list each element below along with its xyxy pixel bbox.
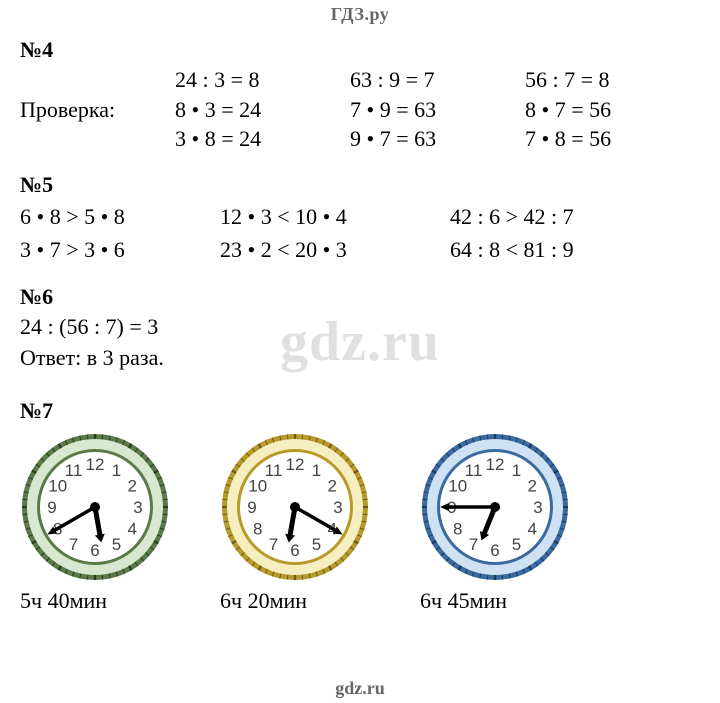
- sec5-row-0-a: 6 • 8 > 5 • 8: [20, 200, 220, 233]
- sec6-line1: 24 : (56 : 7) = 3: [20, 312, 700, 343]
- sec4-row-0-label: [20, 65, 175, 95]
- svg-text:9: 9: [47, 498, 56, 517]
- clock-0-label: 5ч 40мин: [20, 588, 107, 614]
- clock-0-svg: 123456789101112: [20, 432, 170, 582]
- sec5-row-1: 3 • 7 > 3 • 6 23 • 2 < 20 • 3 64 : 8 < 8…: [20, 233, 700, 266]
- sec4-row-1: Проверка: 8 • 3 = 24 7 • 9 = 63 8 • 7 = …: [20, 95, 700, 125]
- page: ГДЗ.ру №4 24 : 3 = 8 63 : 9 = 7 56 : 7 =…: [0, 0, 720, 703]
- clocks-container: 123456789101112 5ч 40мин 123456789101112…: [20, 432, 700, 614]
- svg-text:3: 3: [133, 498, 142, 517]
- clock-1-svg: 123456789101112: [220, 432, 370, 582]
- sec5-row-0-b: 12 • 3 < 10 • 4: [220, 200, 450, 233]
- clock-2: 123456789101112 6ч 45мин: [420, 432, 570, 614]
- sec5-row-0: 6 • 8 > 5 • 8 12 • 3 < 10 • 4 42 : 6 > 4…: [20, 200, 700, 233]
- svg-text:6: 6: [290, 541, 299, 560]
- sec4-row-0-c1: 24 : 3 = 8: [175, 65, 350, 95]
- svg-text:12: 12: [286, 455, 305, 474]
- section-6-title: №6: [20, 284, 700, 310]
- sec5-row-0-c: 42 : 6 > 42 : 7: [450, 200, 650, 233]
- clock-0: 123456789101112 5ч 40мин: [20, 432, 170, 614]
- svg-text:2: 2: [128, 476, 137, 495]
- svg-text:4: 4: [128, 519, 137, 538]
- svg-text:2: 2: [528, 476, 537, 495]
- sec4-row-1-c2: 7 • 9 = 63: [350, 95, 525, 125]
- sec4-row-2-c3: 7 • 8 = 56: [525, 124, 700, 154]
- svg-text:12: 12: [86, 455, 105, 474]
- svg-text:11: 11: [465, 460, 483, 479]
- svg-text:4: 4: [528, 519, 537, 538]
- sec4-row-0: 24 : 3 = 8 63 : 9 = 7 56 : 7 = 8: [20, 65, 700, 95]
- svg-text:6: 6: [490, 541, 499, 560]
- sec4-row-2-label: [20, 124, 175, 154]
- svg-text:1: 1: [112, 460, 121, 479]
- svg-text:7: 7: [69, 535, 78, 554]
- section-5-title: №5: [20, 172, 700, 198]
- svg-text:7: 7: [469, 535, 478, 554]
- svg-text:3: 3: [533, 498, 542, 517]
- svg-text:5: 5: [112, 535, 121, 554]
- sec5-row-1-c: 64 : 8 < 81 : 9: [450, 233, 650, 266]
- section-4-title: №4: [20, 37, 700, 63]
- svg-text:1: 1: [512, 460, 521, 479]
- site-footer-link: gdz.ru: [0, 678, 720, 699]
- sec4-row-0-c2: 63 : 9 = 7: [350, 65, 525, 95]
- svg-text:9: 9: [247, 498, 256, 517]
- sec4-row-1-label: Проверка:: [20, 95, 175, 125]
- svg-text:2: 2: [328, 476, 337, 495]
- svg-text:6: 6: [90, 541, 99, 560]
- svg-text:11: 11: [265, 460, 283, 479]
- svg-text:1: 1: [312, 460, 321, 479]
- clock-2-label: 6ч 45мин: [420, 588, 507, 614]
- site-header-link: ГДЗ.ру: [20, 0, 700, 25]
- sec4-row-2: 3 • 8 = 24 9 • 7 = 63 7 • 8 = 56: [20, 124, 700, 154]
- clock-1: 123456789101112 6ч 20мин: [220, 432, 370, 614]
- svg-text:8: 8: [453, 519, 462, 538]
- svg-text:11: 11: [65, 460, 83, 479]
- sec5-row-1-a: 3 • 7 > 3 • 6: [20, 233, 220, 266]
- svg-text:5: 5: [512, 535, 521, 554]
- sec5-row-1-b: 23 • 2 < 20 • 3: [220, 233, 450, 266]
- clock-1-label: 6ч 20мин: [220, 588, 307, 614]
- svg-text:8: 8: [253, 519, 262, 538]
- sec4-row-2-c1: 3 • 8 = 24: [175, 124, 350, 154]
- clock-2-svg: 123456789101112: [420, 432, 570, 582]
- sec4-row-2-c2: 9 • 7 = 63: [350, 124, 525, 154]
- sec4-row-0-c3: 56 : 7 = 8: [525, 65, 700, 95]
- svg-text:12: 12: [486, 455, 505, 474]
- svg-text:3: 3: [333, 498, 342, 517]
- sec6-line2: Ответ: в 3 раза.: [20, 343, 700, 374]
- sec4-row-1-c1: 8 • 3 = 24: [175, 95, 350, 125]
- svg-text:5: 5: [312, 535, 321, 554]
- sec4-row-1-c3: 8 • 7 = 56: [525, 95, 700, 125]
- section-7-title: №7: [20, 398, 700, 424]
- svg-text:7: 7: [269, 535, 278, 554]
